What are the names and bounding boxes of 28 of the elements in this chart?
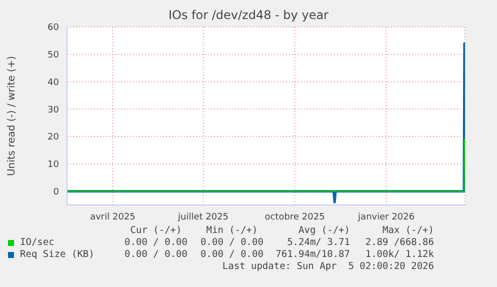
text: Max (-/+) [382,225,434,237]
y-tick-label: 40 [48,78,60,88]
y-tick-label: 60 [48,23,60,34]
legend-label: IO/sec [19,237,56,249]
text: Min (-/+) [205,225,259,237]
x-tick-label: octobre 2025 [264,212,325,222]
text: 0.00 / 0.00 [200,237,264,249]
legend-label: Req Size (KB) [19,249,96,261]
text: 0.00 / 0.00 [200,249,264,261]
text: Cur (-/+) [129,225,183,237]
text: Avg (-/+) [298,225,350,237]
chart-title: IOs for /dev/zd48 - by year [167,8,330,22]
text: Last update: Sun Apr 5 02:00:20 2026 [221,261,434,273]
text: 0.00 / 0.00 [124,237,188,249]
y-axis-title: Units read (-) / write (+) [6,56,18,176]
text: 0.00 / 0.00 [124,249,188,261]
y-tick-label: 20 [48,132,60,143]
text: 2.89 /668.86 [364,237,434,249]
x-tick-label: juillet 2025 [177,212,229,222]
text: 1.00k/ 1.12k [364,249,434,261]
x-tick-label: avril 2025 [90,212,136,222]
y-tick-label: 10 [48,160,60,170]
y-tick-label: 30 [48,105,60,116]
x-tick-label: janvier 2026 [357,212,415,222]
y-tick-label: 0 [53,188,60,198]
y-tick-label: 50 [48,50,60,61]
text: 761.94m/10.87 [274,249,350,261]
text: 5.24m/ 3.71 [286,237,350,249]
